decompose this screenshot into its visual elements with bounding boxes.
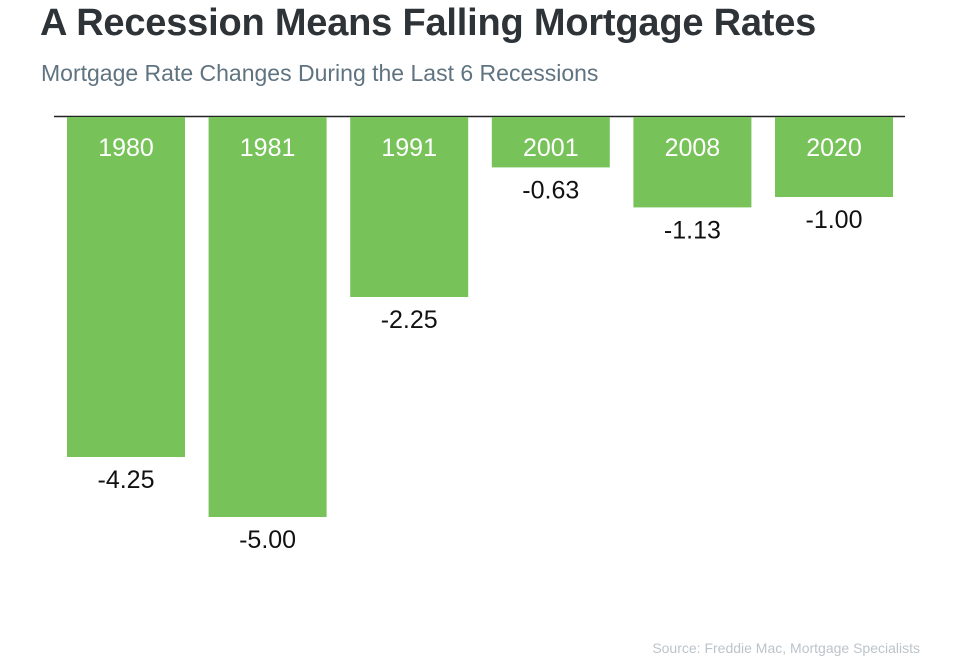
bars-group: 1980 -4.25 1981 -5.00 1991 -2.25 2001 -0.63 2008… bbox=[67, 117, 893, 554]
category-label-1981: 1981 bbox=[240, 134, 296, 162]
category-label-2008: 2008 bbox=[665, 134, 721, 162]
bar-1991 bbox=[350, 117, 469, 297]
value-label-2008: -1.13 bbox=[664, 216, 721, 244]
value-label-2001: -0.63 bbox=[522, 176, 579, 204]
bar-1980 bbox=[67, 117, 185, 457]
chart-title: A Recession Means Falling Mortgage Rates bbox=[40, 2, 817, 44]
source-note: Source: Freddie Mac, Mortgage Specialist… bbox=[652, 640, 920, 656]
value-label-2020: -1.00 bbox=[806, 206, 863, 234]
value-label-1991: -2.25 bbox=[381, 306, 438, 334]
category-label-2020: 2020 bbox=[806, 134, 862, 162]
category-label-1991: 1991 bbox=[381, 134, 437, 162]
bar-2001 bbox=[491, 117, 610, 168]
category-label-1980: 1980 bbox=[98, 134, 154, 162]
bar-2020 bbox=[775, 117, 893, 197]
value-label-1981: -5.00 bbox=[239, 526, 296, 554]
value-label-1980: -4.25 bbox=[98, 466, 155, 494]
bar-2008 bbox=[633, 117, 752, 208]
chart-subtitle: Mortgage Rate Changes During the Last 6 … bbox=[41, 60, 599, 86]
bar-1981 bbox=[208, 117, 327, 517]
category-label-2001: 2001 bbox=[523, 134, 579, 162]
